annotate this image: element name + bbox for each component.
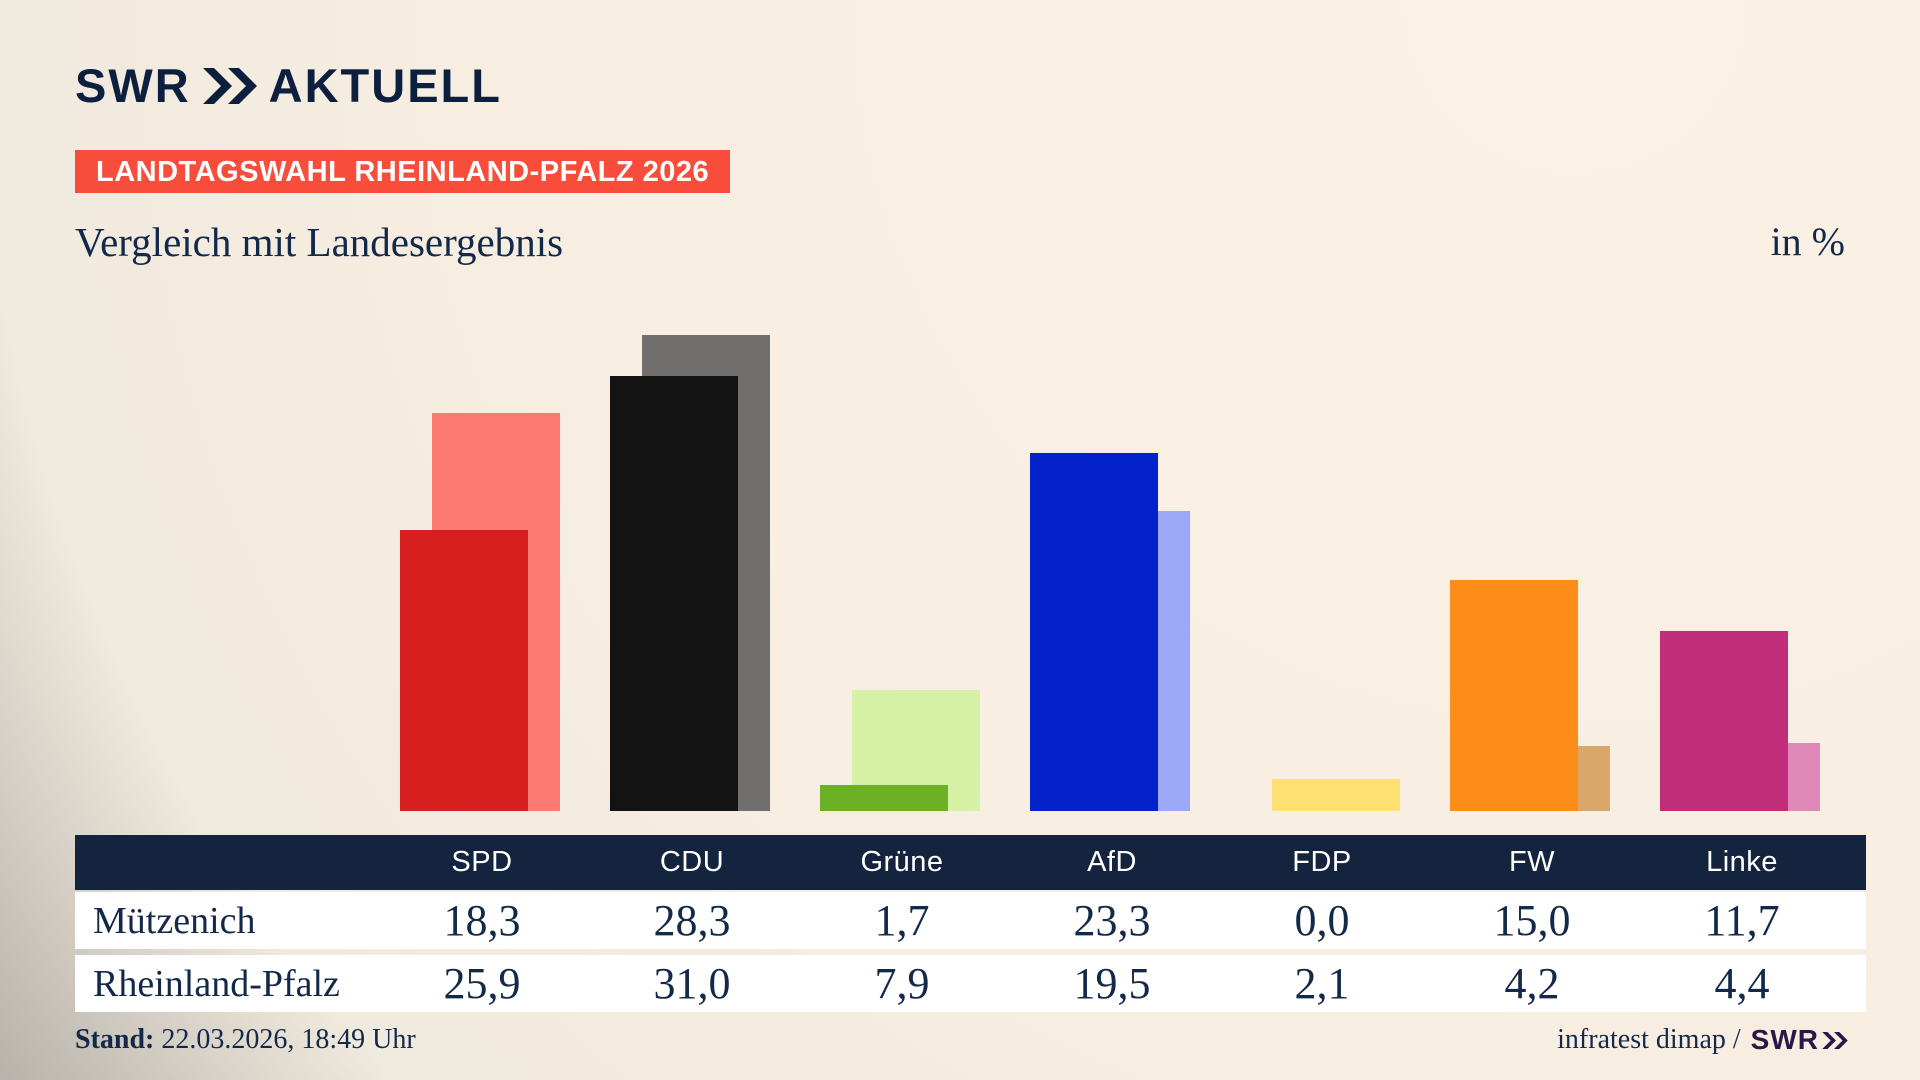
row-label: Rheinland-Pfalz: [93, 962, 340, 1005]
bar-muetzenich-linke: [1660, 631, 1788, 811]
column-header-cdu: CDU: [659, 846, 725, 878]
swr-logo-text: SWR: [75, 59, 191, 112]
bar-rheinland-pfalz-fdp: [1272, 779, 1400, 811]
cell-rlp-gruene: 7,9: [874, 958, 930, 1008]
bar-muetzenich-gruene: [820, 785, 948, 811]
cell-muetzenich-fdp: 0,0: [1294, 895, 1350, 945]
timestamp: Stand: 22.03.2026, 18:49 Uhr: [75, 1024, 416, 1056]
cell-rlp-fw: 4,2: [1504, 958, 1560, 1008]
swr-chevrons-icon: [202, 67, 257, 104]
cell-rlp-afd: 19,5: [1073, 958, 1151, 1008]
swr-source-logo: SWR: [1751, 1024, 1848, 1056]
column-header-fw: FW: [1508, 846, 1556, 878]
bar-muetzenich-fw: [1450, 580, 1578, 811]
aktuell-logo-text: AKTUELL: [268, 59, 502, 112]
bar-muetzenich-spd: [400, 530, 528, 811]
bar-muetzenich-afd: [1030, 453, 1158, 811]
column-header-afd: AfD: [1087, 846, 1137, 878]
column-header-linke: Linke: [1706, 846, 1778, 878]
cell-rlp-cdu: 31,0: [653, 958, 731, 1008]
cell-muetzenich-fw: 15,0: [1493, 895, 1571, 945]
column-header-gruene: Grüne: [860, 846, 944, 878]
source-credit: infratest dimap / SWR: [1557, 1024, 1848, 1056]
swr-aktuell-logo: SWR AKTUELL: [75, 58, 502, 113]
column-header-fdp: FDP: [1292, 846, 1352, 878]
table-row-rheinland-pfalz: Rheinland-Pfalz 25,9 31,0 7,9 19,5 2,1 4…: [75, 955, 1866, 1012]
swr-source-logo-text: SWR: [1750, 1024, 1819, 1055]
source-text: infratest dimap /: [1557, 1024, 1741, 1055]
cell-muetzenich-linke: 11,7: [1704, 895, 1780, 945]
bar-chart: [400, 335, 1820, 811]
column-header-spd: SPD: [451, 846, 513, 878]
cell-muetzenich-gruene: 1,7: [874, 895, 930, 945]
results-table: SPD CDU Grüne AfD FDP FW Linke Mützenich…: [75, 835, 1866, 1018]
swr-source-chevrons-icon: [1822, 1031, 1848, 1049]
table-header-row: SPD CDU Grüne AfD FDP FW Linke: [75, 835, 1866, 890]
stand-value: 22.03.2026, 18:49 Uhr: [161, 1024, 416, 1055]
bar-muetzenich-cdu: [610, 376, 738, 811]
cell-muetzenich-cdu: 28,3: [653, 895, 731, 945]
unit-label: in %: [1770, 219, 1845, 264]
cell-muetzenich-afd: 23,3: [1073, 895, 1151, 945]
stand-label: Stand:: [75, 1024, 155, 1055]
row-label: Mützenich: [93, 899, 256, 942]
cell-rlp-spd: 25,9: [443, 958, 521, 1008]
cell-rlp-linke: 4,4: [1714, 958, 1770, 1008]
table-row-muetzenich: Mützenich 18,3 28,3 1,7 23,3 0,0 15,0 11…: [75, 892, 1866, 949]
cell-rlp-fdp: 2,1: [1294, 958, 1350, 1008]
cell-muetzenich-spd: 18,3: [443, 895, 521, 945]
election-badge: LANDTAGSWAHL RHEINLAND-PFALZ 2026: [75, 150, 731, 193]
chart-title: Vergleich mit Landesergebnis: [75, 219, 564, 265]
